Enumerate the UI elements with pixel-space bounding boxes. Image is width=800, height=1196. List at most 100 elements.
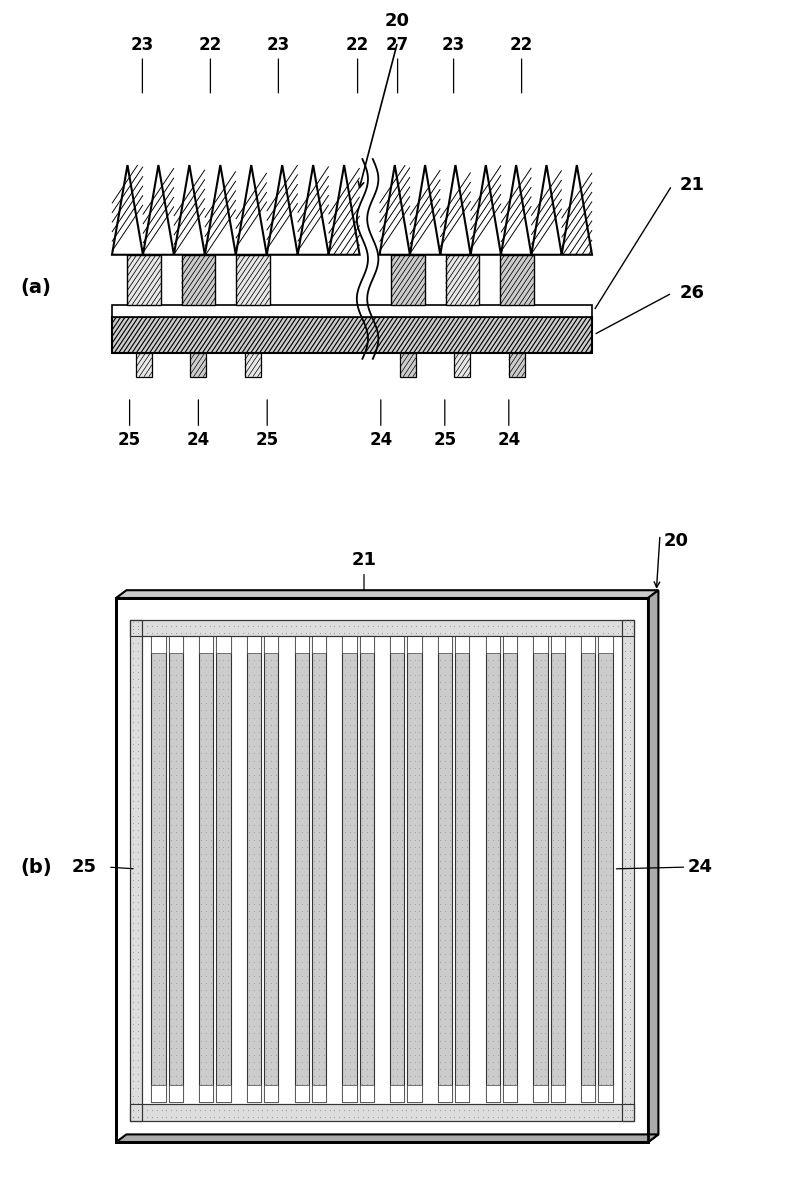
- Text: 24: 24: [186, 431, 210, 448]
- Bar: [182, 255, 215, 305]
- Text: 20: 20: [664, 531, 689, 550]
- Bar: [236, 255, 270, 305]
- Text: 23: 23: [130, 36, 154, 54]
- Bar: [116, 598, 648, 1142]
- Bar: [391, 255, 425, 305]
- Bar: [136, 353, 152, 377]
- Text: 22: 22: [198, 36, 222, 54]
- Bar: [550, 636, 565, 653]
- Text: 25: 25: [256, 431, 278, 448]
- Bar: [550, 636, 565, 1102]
- Bar: [151, 636, 166, 653]
- Bar: [598, 1085, 613, 1102]
- Bar: [247, 636, 261, 653]
- Text: 25: 25: [118, 431, 141, 448]
- Bar: [247, 636, 261, 1102]
- Bar: [169, 636, 183, 1102]
- Bar: [486, 1085, 500, 1102]
- Bar: [598, 636, 613, 653]
- Bar: [509, 353, 525, 377]
- Bar: [342, 1085, 357, 1102]
- Text: 27: 27: [386, 36, 410, 54]
- Bar: [199, 1085, 214, 1102]
- Bar: [486, 636, 500, 1102]
- Bar: [622, 620, 634, 1121]
- Bar: [598, 636, 613, 1102]
- Bar: [130, 620, 142, 1121]
- Bar: [503, 1085, 517, 1102]
- Bar: [390, 636, 405, 653]
- Bar: [581, 636, 595, 653]
- Bar: [455, 636, 470, 1102]
- Text: (a): (a): [21, 277, 51, 297]
- Bar: [130, 1104, 634, 1121]
- Bar: [199, 636, 214, 653]
- Bar: [359, 1085, 374, 1102]
- Bar: [503, 636, 517, 1102]
- Bar: [400, 353, 416, 377]
- Bar: [216, 636, 230, 653]
- Bar: [534, 636, 548, 1102]
- Bar: [130, 1104, 634, 1121]
- Bar: [112, 305, 592, 317]
- Bar: [112, 317, 592, 353]
- Bar: [454, 353, 470, 377]
- Bar: [294, 636, 309, 1102]
- Bar: [130, 620, 634, 636]
- Text: 24: 24: [497, 431, 521, 448]
- Bar: [438, 636, 452, 653]
- Bar: [503, 636, 517, 653]
- Text: 20: 20: [385, 12, 410, 30]
- Bar: [264, 636, 278, 1102]
- Bar: [264, 1085, 278, 1102]
- Text: 21: 21: [351, 551, 377, 569]
- Bar: [446, 255, 479, 305]
- Bar: [390, 1085, 405, 1102]
- Bar: [130, 620, 634, 636]
- Text: 23: 23: [266, 36, 290, 54]
- Bar: [407, 636, 422, 653]
- Bar: [581, 1085, 595, 1102]
- Bar: [294, 1085, 309, 1102]
- Text: 24: 24: [688, 858, 713, 877]
- Bar: [216, 1085, 230, 1102]
- Bar: [127, 255, 161, 305]
- Bar: [294, 636, 309, 653]
- Bar: [116, 598, 648, 1142]
- Text: 21: 21: [680, 176, 705, 195]
- Bar: [151, 1085, 166, 1102]
- Bar: [151, 636, 166, 1102]
- Text: 22: 22: [510, 36, 534, 54]
- Text: 26: 26: [680, 283, 705, 303]
- Bar: [486, 636, 500, 653]
- Text: 22: 22: [346, 36, 370, 54]
- Bar: [359, 636, 374, 1102]
- Bar: [455, 636, 470, 653]
- Bar: [455, 1085, 470, 1102]
- Bar: [581, 636, 595, 1102]
- Bar: [216, 636, 230, 1102]
- Bar: [407, 636, 422, 1102]
- Bar: [199, 636, 214, 1102]
- Polygon shape: [116, 1134, 658, 1142]
- Polygon shape: [112, 165, 360, 255]
- Bar: [169, 1085, 183, 1102]
- Bar: [342, 636, 357, 653]
- Bar: [550, 1085, 565, 1102]
- Bar: [500, 255, 534, 305]
- Text: 23: 23: [442, 36, 466, 54]
- Bar: [190, 353, 206, 377]
- Bar: [438, 1085, 452, 1102]
- Bar: [312, 1085, 326, 1102]
- Bar: [534, 1085, 548, 1102]
- Bar: [247, 1085, 261, 1102]
- Polygon shape: [380, 165, 592, 255]
- Bar: [407, 1085, 422, 1102]
- Bar: [312, 636, 326, 1102]
- Bar: [312, 636, 326, 653]
- Bar: [130, 620, 142, 1121]
- Bar: [245, 353, 261, 377]
- Bar: [342, 636, 357, 1102]
- Polygon shape: [116, 591, 658, 598]
- Bar: [359, 636, 374, 653]
